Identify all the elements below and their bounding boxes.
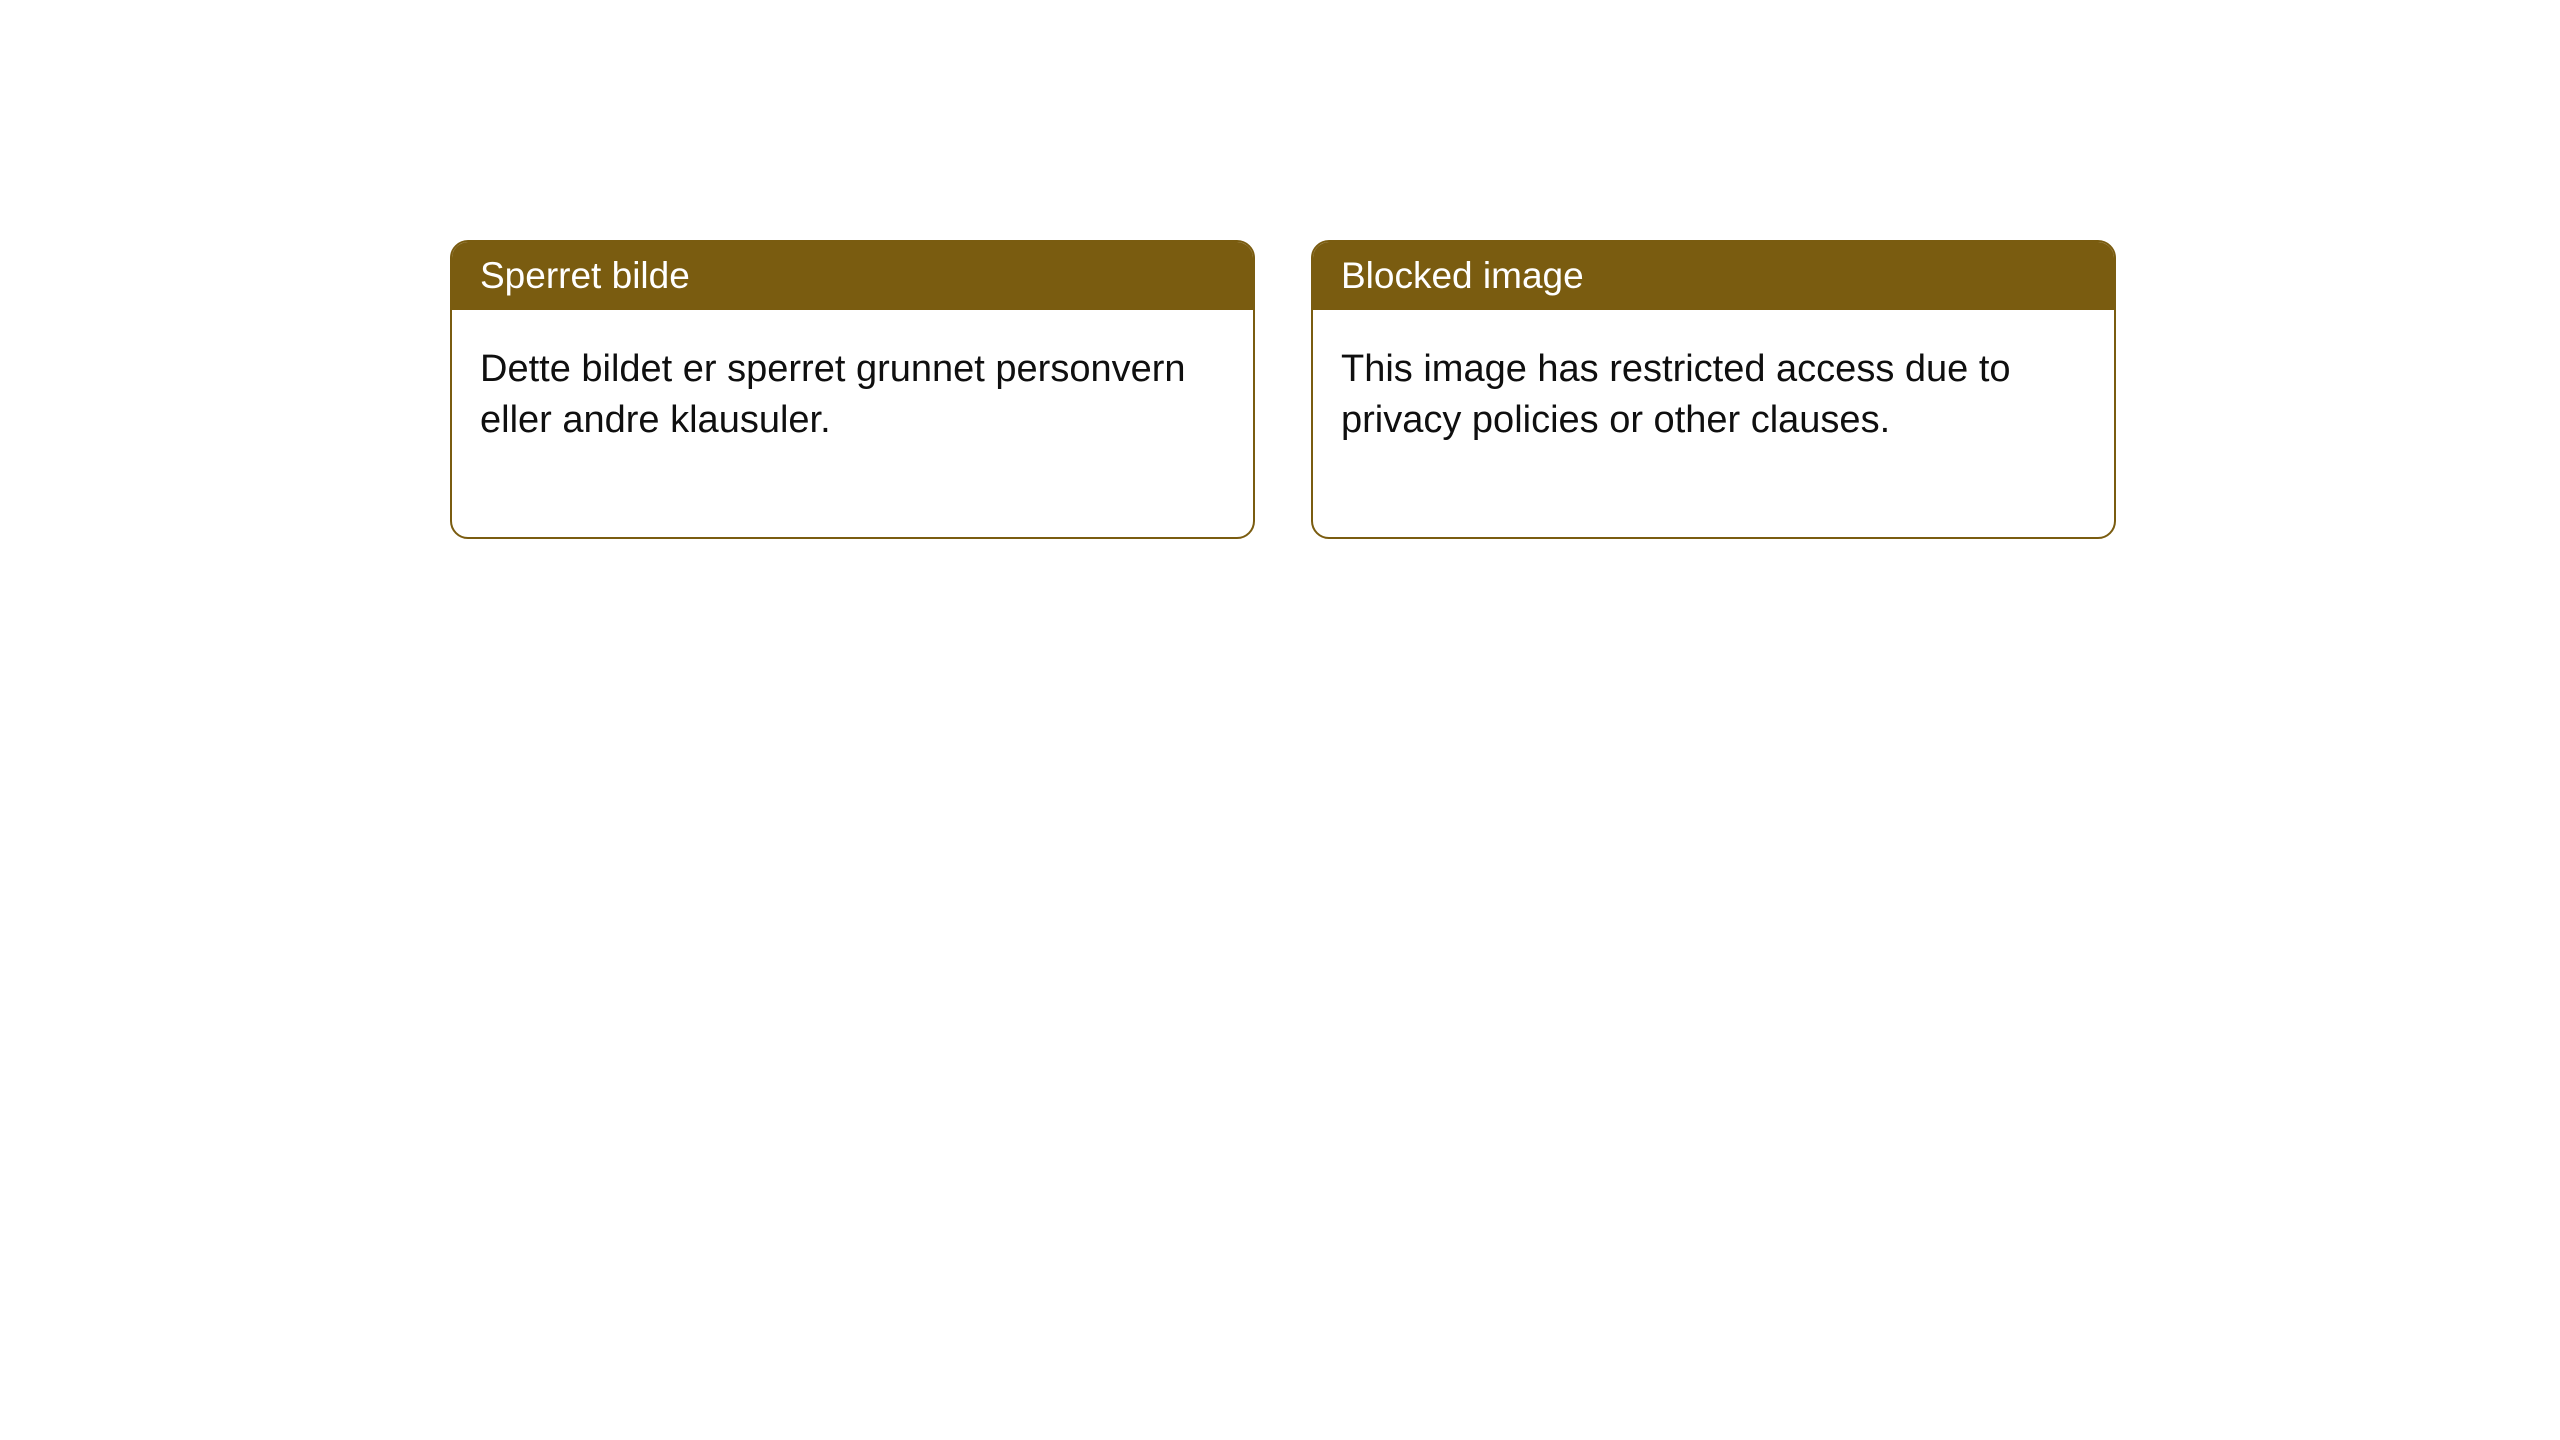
- notice-container: Sperret bilde Dette bildet er sperret gr…: [0, 0, 2560, 539]
- notice-body-norwegian: Dette bildet er sperret grunnet personve…: [452, 310, 1253, 537]
- notice-card-english: Blocked image This image has restricted …: [1311, 240, 2116, 539]
- notice-body-english: This image has restricted access due to …: [1313, 310, 2114, 537]
- notice-title-norwegian: Sperret bilde: [452, 242, 1253, 310]
- notice-card-norwegian: Sperret bilde Dette bildet er sperret gr…: [450, 240, 1255, 539]
- notice-title-english: Blocked image: [1313, 242, 2114, 310]
